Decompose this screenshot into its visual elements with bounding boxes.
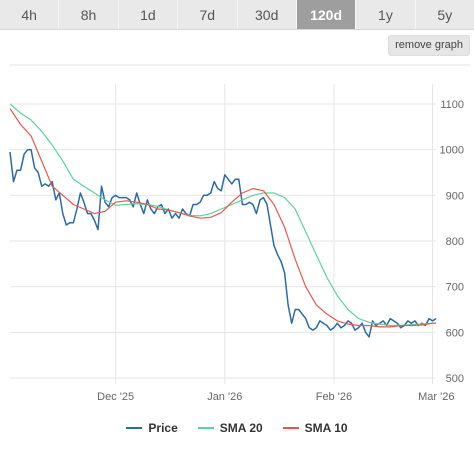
y-tick-label: 1000 (440, 145, 464, 157)
timeframe-tabs: 4h 8h 1d 7d 30d 120d 1y 5y (0, 0, 474, 30)
y-tick-label: 700 (446, 282, 464, 294)
tab-5y[interactable]: 5y (437, 6, 453, 23)
legend-item[interactable]: SMA 10 (282, 421, 348, 435)
legend-swatch (126, 427, 143, 429)
series-line-sma-10 (9, 108, 436, 328)
chart-legend: Price SMA 20 SMA 10 (0, 418, 474, 438)
tab-1d[interactable]: 1d (119, 0, 179, 29)
legend-item[interactable]: Price (126, 421, 178, 435)
legend-item[interactable]: SMA 20 (197, 421, 263, 435)
tab-4h[interactable]: 4h (0, 0, 60, 29)
x-tick-label: Dec '25 (97, 391, 134, 403)
y-tick-label: 600 (446, 327, 464, 339)
series-line-sma-20 (9, 103, 436, 327)
y-tick-label: 500 (446, 373, 464, 385)
legend-label: SMA 10 (304, 421, 348, 435)
tab-30d[interactable]: 30d (238, 0, 297, 29)
x-tick-label: Feb '26 (316, 391, 352, 403)
legend-label: SMA 20 (219, 421, 263, 435)
price-chart: 1100 1000 900 800 700 600 500 Dec '25 Jan '26 Feb… (9, 64, 470, 403)
legend-label: Price (148, 421, 178, 435)
x-tick-label: Mar '26 (418, 391, 454, 403)
tab-8h[interactable]: 8h (59, 0, 119, 29)
y-tick-label: 800 (446, 236, 464, 248)
x-tick-label: Jan '26 (207, 391, 242, 403)
legend-swatch (197, 427, 214, 429)
tab-7d[interactable]: 7d (178, 0, 238, 29)
y-tick-label: 900 (446, 190, 464, 202)
legend-swatch (282, 427, 299, 429)
tab-1y[interactable]: 1y (356, 0, 416, 29)
remove-graph-button[interactable]: remove graph (388, 35, 470, 56)
series-line-price (9, 148, 437, 338)
tab-120d[interactable]: 120d (296, 0, 357, 29)
y-tick-label: 1100 (440, 99, 464, 111)
